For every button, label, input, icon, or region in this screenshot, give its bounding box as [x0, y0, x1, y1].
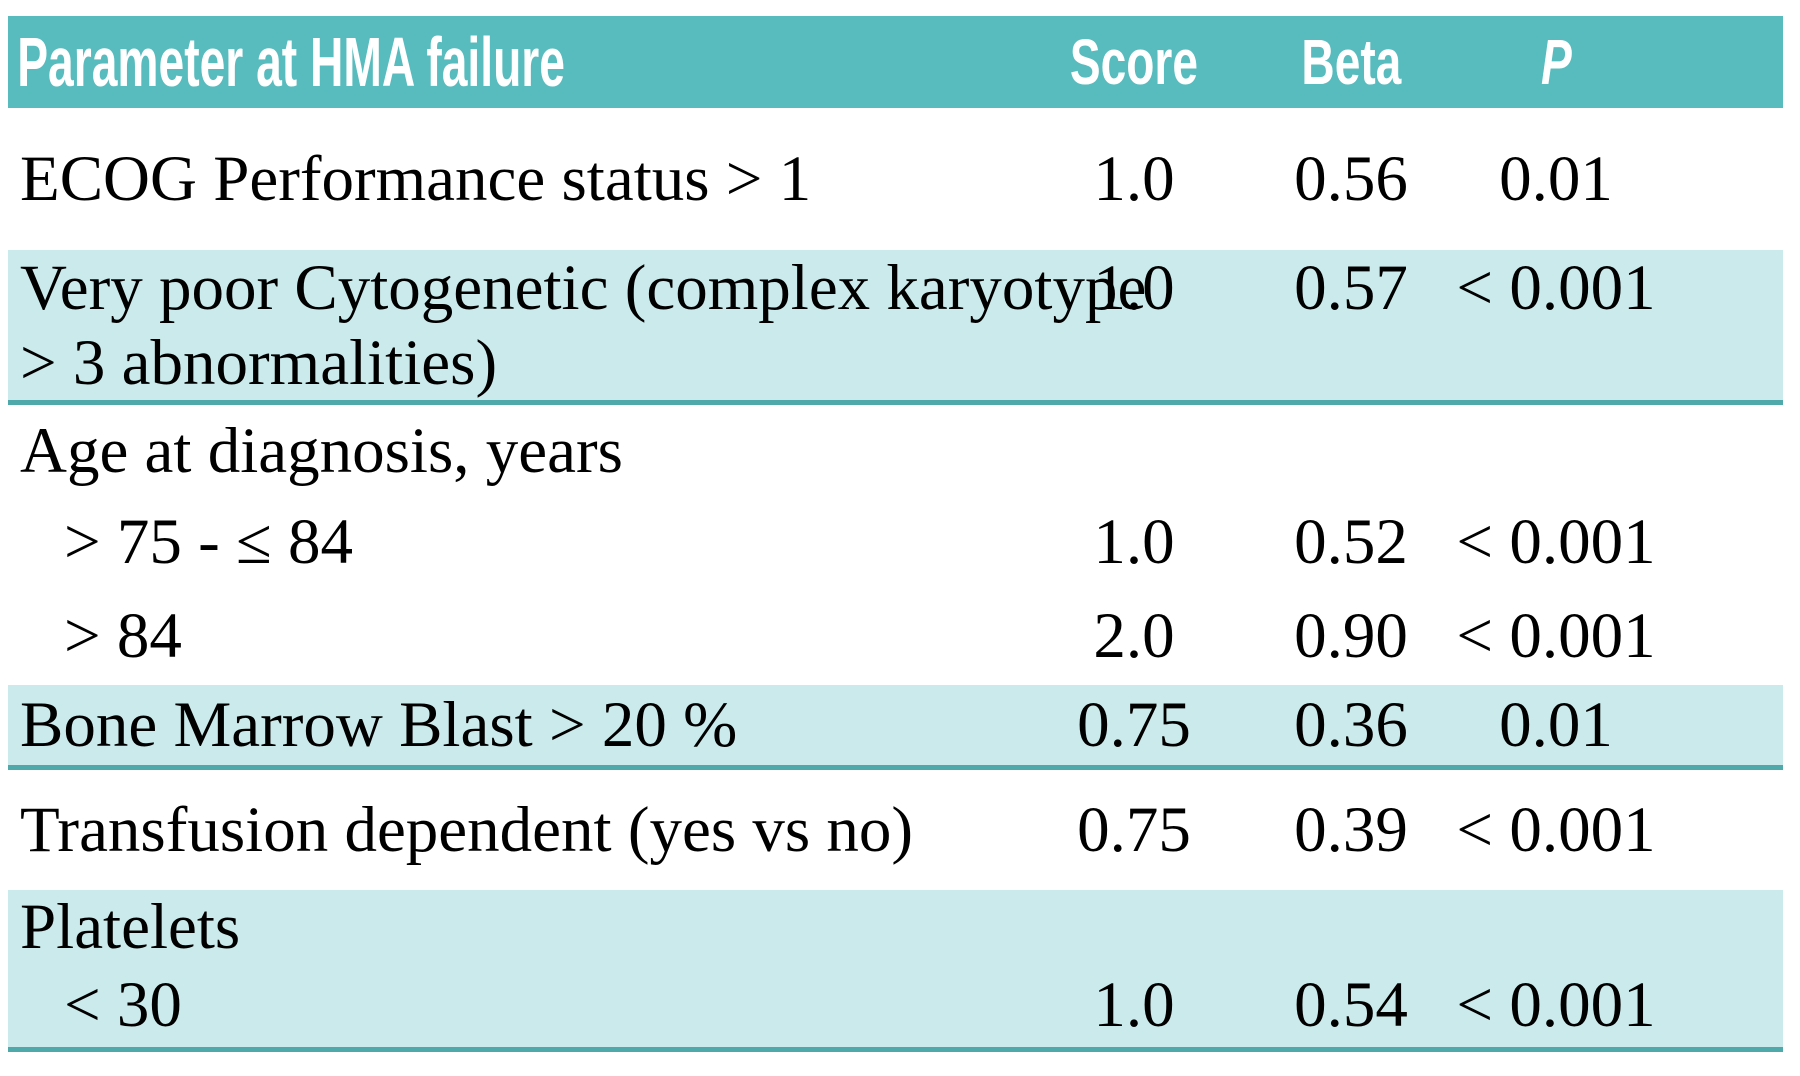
p-cell: 0.01: [1499, 688, 1613, 761]
table-row: Very poor Cytogenetic (complex karyotype…: [8, 250, 1783, 326]
table-row: Bone Marrow Blast > 20 % 0.75 0.36 0.01: [8, 685, 1783, 765]
p-cell: < 0.001: [1456, 251, 1656, 324]
beta-cell: 0.52: [1294, 505, 1408, 578]
p-cell: 0.01: [1499, 142, 1613, 215]
p-cell: < 0.001: [1456, 968, 1656, 1041]
table-row: > 3 abnormalities): [8, 326, 1783, 400]
section-platelets: Platelets < 30 1.0 0.54 < 0.001: [8, 890, 1783, 1052]
score-cell: 2.0: [1093, 599, 1175, 672]
section-transfusion: Transfusion dependent (yes vs no) 0.75 0…: [8, 770, 1783, 890]
table-row: > 75 - ≤ 84 1.0 0.52 < 0.001: [8, 497, 1783, 587]
beta-cell: 0.39: [1294, 793, 1408, 866]
p-cell: < 0.001: [1456, 599, 1656, 672]
table-row: Age at diagnosis, years: [8, 405, 1783, 497]
table-row: ECOG Performance status > 1 1.0 0.56 0.0…: [8, 108, 1783, 250]
beta-cell: 0.57: [1294, 251, 1408, 324]
param-cell: > 75 - ≤ 84: [64, 505, 353, 578]
beta-cell: 0.36: [1294, 688, 1408, 761]
param-cell: Very poor Cytogenetic (complex karyotype: [20, 251, 1147, 324]
section-bone-marrow-blast: Bone Marrow Blast > 20 % 0.75 0.36 0.01: [8, 685, 1783, 770]
score-cell: 0.75: [1077, 688, 1191, 761]
beta-cell: 0.56: [1294, 142, 1408, 215]
param-cell: ECOG Performance status > 1: [20, 142, 812, 215]
table-row: < 30 1.0 0.54 < 0.001: [8, 963, 1783, 1047]
score-cell: 1.0: [1093, 251, 1175, 324]
p-cell: < 0.001: [1456, 505, 1656, 578]
section-ecog: ECOG Performance status > 1 1.0 0.56 0.0…: [8, 108, 1783, 250]
param-cell: Bone Marrow Blast > 20 %: [20, 688, 738, 761]
table-row: Platelets: [8, 890, 1783, 963]
section-cytogenetic: Very poor Cytogenetic (complex karyotype…: [8, 250, 1783, 405]
section-age: Age at diagnosis, years > 75 - ≤ 84 1.0 …: [8, 405, 1783, 685]
header-beta: Beta: [1301, 26, 1401, 98]
beta-cell: 0.54: [1294, 968, 1408, 1041]
score-cell: 0.75: [1077, 793, 1191, 866]
header-parameter: Parameter at HMA failure: [17, 23, 565, 101]
param-cell: > 84: [64, 599, 182, 672]
scoring-table: Parameter at HMA failure Score Beta P EC…: [8, 16, 1783, 1052]
param-cell: Transfusion dependent (yes vs no): [20, 793, 914, 866]
param-cell: > 3 abnormalities): [20, 327, 498, 399]
beta-cell: 0.90: [1294, 599, 1408, 672]
param-cell: Platelets: [20, 891, 241, 963]
score-cell: 1.0: [1093, 968, 1175, 1041]
p-cell: < 0.001: [1456, 793, 1656, 866]
param-cell: Age at diagnosis, years: [20, 414, 623, 487]
score-cell: 1.0: [1093, 142, 1175, 215]
param-cell: < 30: [64, 968, 182, 1041]
score-cell: 1.0: [1093, 505, 1175, 578]
table-row: Transfusion dependent (yes vs no) 0.75 0…: [8, 770, 1783, 890]
header-p-value: P: [1540, 26, 1572, 98]
header-score: Score: [1069, 26, 1199, 98]
table-header-row: Parameter at HMA failure Score Beta P: [8, 16, 1783, 108]
table-row: > 84 2.0 0.90 < 0.001: [8, 587, 1783, 685]
